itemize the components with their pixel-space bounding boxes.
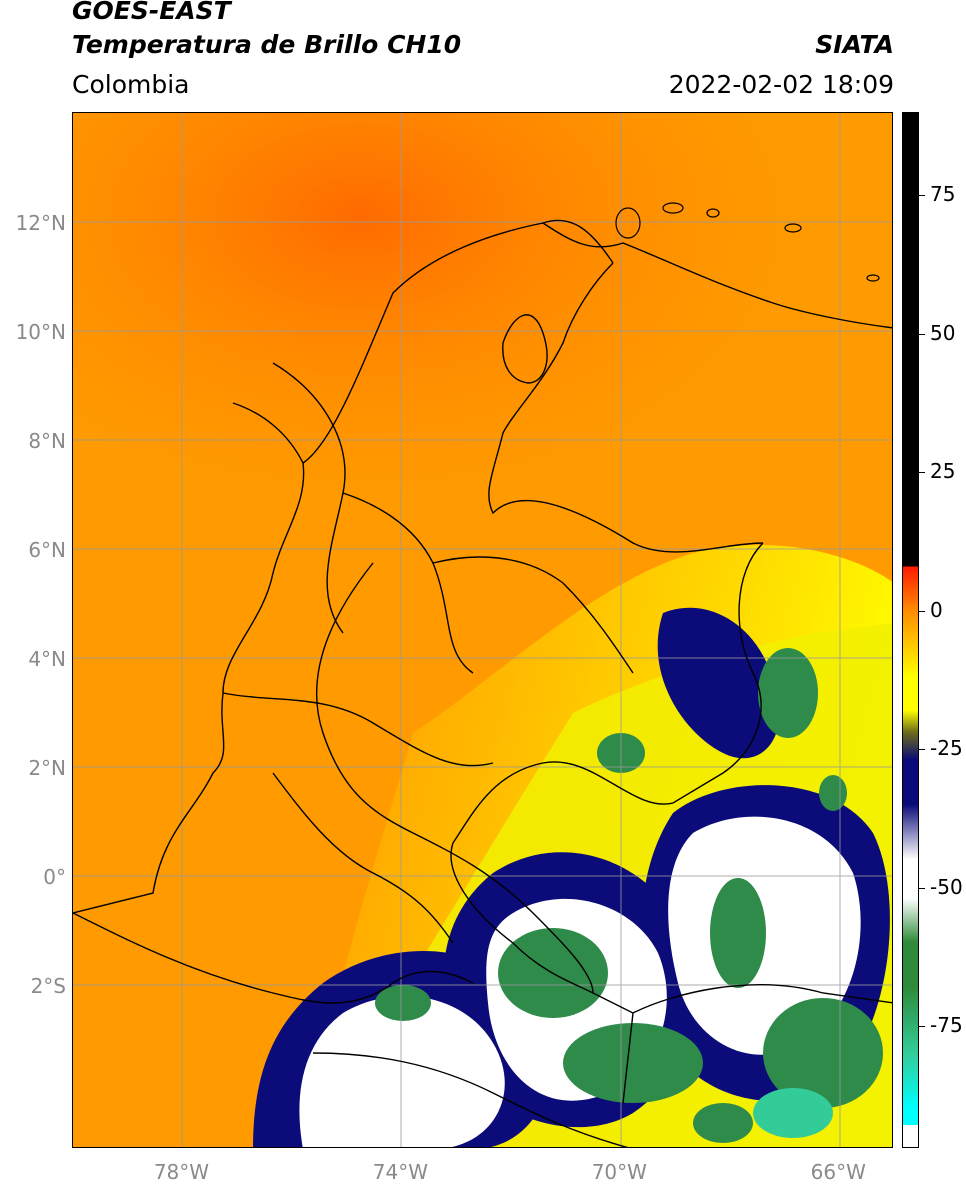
colorbar-tick-label: 0: [930, 597, 943, 622]
colorbar-tick-mark: [919, 887, 925, 889]
lat-tick-label: 10°N: [15, 319, 66, 344]
islands: [615, 202, 880, 282]
colorbar-tick-mark: [919, 333, 925, 335]
colorbar-tick-mark: [919, 610, 925, 612]
coldest-green-areas: [375, 648, 883, 1143]
brand-label: SIATA: [815, 30, 894, 59]
lat-tick-label: 6°N: [28, 537, 66, 562]
colorbar-tick-label: 50: [930, 320, 956, 345]
colorbar-tick-mark: [919, 749, 925, 751]
colorbar-tick-mark: [919, 1026, 925, 1028]
lat-tick-label: 2°S: [30, 974, 66, 999]
satellite-map: [72, 112, 893, 1148]
lon-tick-label: 78°W: [153, 1160, 210, 1184]
map-canvas: [73, 113, 892, 1147]
lat-tick-label: 4°N: [28, 646, 66, 671]
colorbar-tick-label: -25: [930, 736, 963, 761]
colorbar: [902, 112, 919, 1148]
lon-tick-label: 66°W: [810, 1160, 866, 1184]
colorbar-tick-label: -75: [930, 1013, 963, 1038]
colorbar-tick-mark: [919, 472, 925, 474]
title-product: Temperatura de Brillo CH10: [72, 30, 462, 59]
region-label: Colombia: [72, 70, 190, 99]
country-borders: [73, 219, 892, 1147]
datetime-label: 2022-02-02 18:09: [668, 70, 894, 99]
lat-tick-label: 0°: [43, 865, 66, 890]
lat-tick-label: 12°N: [15, 210, 66, 235]
colorbar-tick-mark: [919, 195, 925, 197]
title-satellite: GOES-EAST: [72, 0, 231, 25]
lat-tick-label: 8°N: [28, 428, 66, 453]
lon-tick-label: 74°W: [372, 1160, 428, 1184]
colorbar-tick-label: -50: [930, 874, 963, 899]
colorbar-tick-label: 75: [930, 182, 956, 207]
lon-tick-label: 70°W: [591, 1160, 647, 1184]
colorbar-tick-label: 25: [930, 459, 956, 484]
lat-tick-label: 2°N: [28, 756, 66, 781]
